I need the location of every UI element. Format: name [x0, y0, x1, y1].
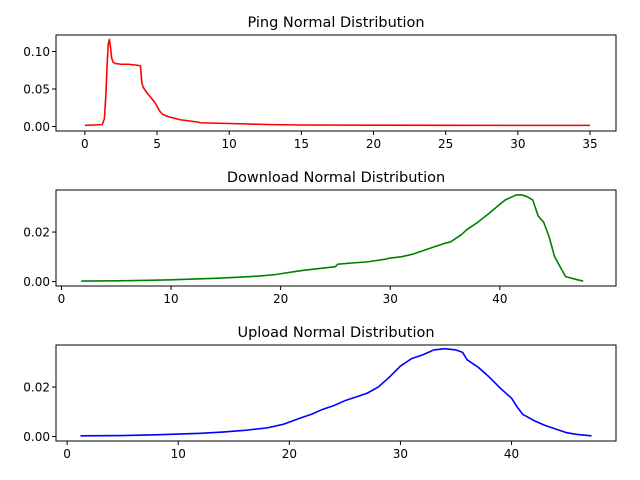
- ping-chart-title: Ping Normal Distribution: [247, 15, 424, 31]
- upload-x-tick-label: 40: [504, 447, 519, 461]
- ping-x-tick-label: 25: [438, 137, 453, 151]
- ping-x-tick-label: 0: [81, 137, 89, 151]
- download-chart-title: Download Normal Distribution: [227, 170, 445, 186]
- ping-x-tick-label: 35: [582, 137, 597, 151]
- upload-x-tick-label: 0: [63, 447, 71, 461]
- upload-y-tick-label: 0.00: [23, 430, 50, 444]
- download-x-tick-label: 40: [492, 292, 507, 306]
- upload-chart-title: Upload Normal Distribution: [237, 325, 434, 341]
- upload-axes-frame: [55, 344, 617, 442]
- download-x-tick-label: 30: [383, 292, 398, 306]
- download-subplot: Download Normal Distribution 0 10 20 30 40 0.…: [23, 170, 617, 306]
- ping-x-tick-label: 5: [153, 137, 161, 151]
- ping-y-tick-label: 0.05: [23, 83, 50, 97]
- download-y-tick-label: 0.00: [23, 275, 50, 289]
- ping-y-tick-label: 0.10: [23, 45, 50, 59]
- ping-x-tick-label: 30: [510, 137, 525, 151]
- ping-series-line: [84, 38, 591, 127]
- download-series-line: [81, 194, 584, 282]
- download-axes-frame: [55, 189, 617, 287]
- download-x-tick-label: 10: [163, 292, 178, 306]
- ping-x-tick-label: 20: [366, 137, 381, 151]
- ping-axes-frame: [55, 34, 617, 132]
- upload-x-tick-label: 20: [282, 447, 297, 461]
- upload-subplot: Upload Normal Distribution 0 10 20 30 40 0.00…: [23, 325, 617, 461]
- upload-x-tick-label: 10: [171, 447, 186, 461]
- ping-x-tick-label: 10: [222, 137, 237, 151]
- download-x-tick-label: 20: [273, 292, 288, 306]
- upload-x-tick-label: 30: [393, 447, 408, 461]
- download-x-tick-label: 0: [58, 292, 66, 306]
- ping-x-tick-label: 15: [294, 137, 309, 151]
- download-y-tick-label: 0.02: [23, 226, 50, 240]
- upload-series-line: [80, 347, 592, 437]
- ping-y-tick-label: 0.00: [23, 120, 50, 134]
- ping-subplot: Ping Normal Distribution 0 5 10 15 20 25 30 35 0…: [23, 15, 617, 151]
- upload-y-tick-label: 0.02: [23, 381, 50, 395]
